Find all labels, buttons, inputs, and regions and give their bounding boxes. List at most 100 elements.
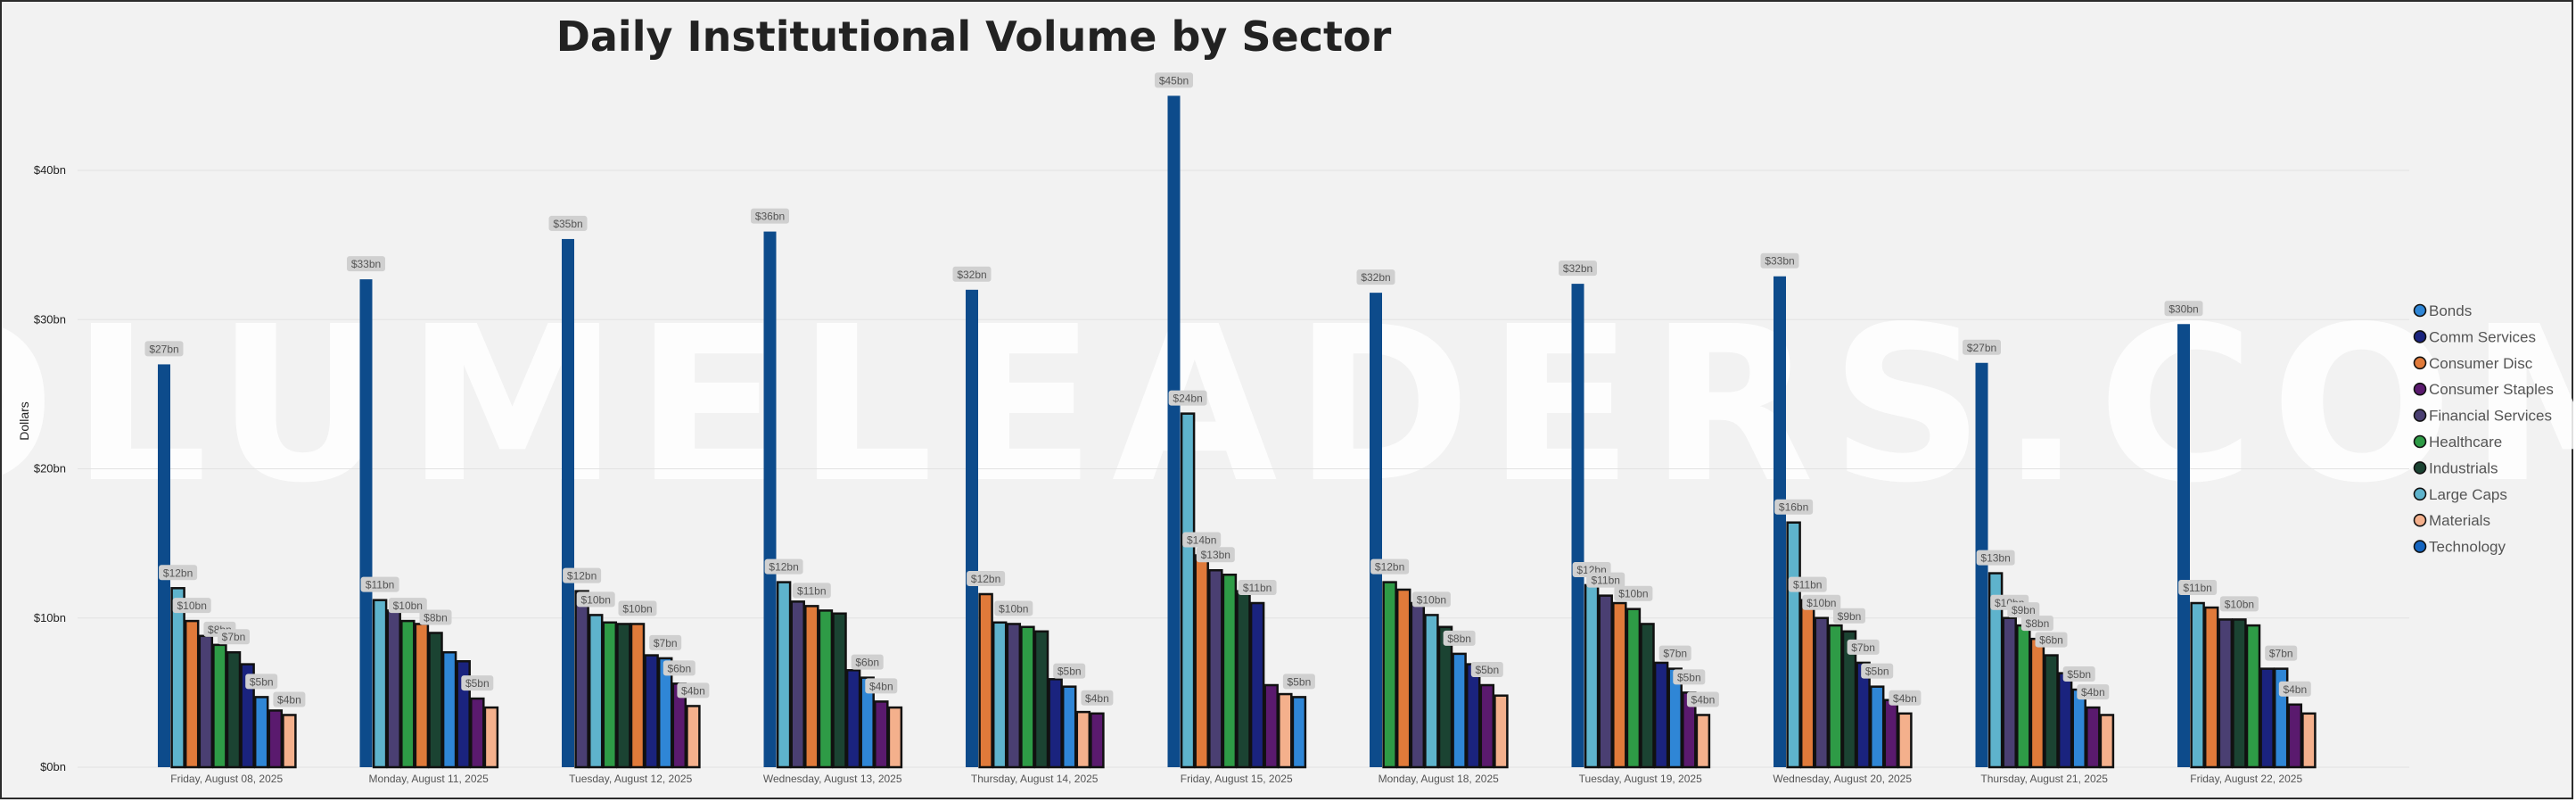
chart-title: Daily Institutional Volume by Sector bbox=[556, 12, 1392, 61]
data-label: $4bn bbox=[1085, 692, 1109, 705]
bar bbox=[1841, 630, 1857, 769]
bar bbox=[1006, 623, 1022, 769]
bar bbox=[2177, 324, 2190, 767]
bar bbox=[1075, 710, 1091, 769]
bar bbox=[470, 697, 485, 769]
data-label-box bbox=[1833, 608, 1865, 624]
bar bbox=[212, 643, 227, 769]
data-label-box bbox=[1847, 639, 1880, 655]
data-label: $6bn bbox=[2039, 634, 2063, 647]
data-label: $4bn bbox=[277, 693, 301, 706]
bar bbox=[282, 714, 297, 769]
bar-group: $45bn $24bn $14bn $13bn $11bn $5bn Friday, Aug… bbox=[1155, 72, 1315, 785]
bar bbox=[2203, 606, 2219, 769]
bar bbox=[1828, 624, 1843, 769]
data-label: $11bn bbox=[1243, 582, 1272, 594]
data-label: $16bn bbox=[1779, 501, 1808, 514]
data-label-box bbox=[1282, 674, 1315, 690]
bar bbox=[1598, 594, 1613, 769]
bar bbox=[804, 605, 819, 769]
data-label: $5bn bbox=[1058, 666, 1082, 678]
bar-group: $32bn $12bn $10bn $8bn $5bn Monday, August 18… bbox=[1356, 269, 1509, 785]
legend-item: Technology bbox=[2413, 539, 2506, 556]
bar bbox=[630, 623, 646, 769]
bar bbox=[1090, 712, 1105, 769]
legend-item: Materials bbox=[2413, 512, 2490, 529]
bar bbox=[832, 612, 847, 769]
bar bbox=[2259, 667, 2275, 769]
bar bbox=[966, 289, 978, 767]
bar bbox=[1424, 614, 1439, 769]
y-tick-label: $40bn bbox=[34, 163, 66, 177]
data-label: $5bn bbox=[1677, 671, 1701, 683]
bar bbox=[574, 590, 589, 769]
data-label-box bbox=[1658, 645, 1691, 661]
data-label-box bbox=[2219, 596, 2259, 612]
data-label-box bbox=[159, 565, 198, 581]
bar bbox=[686, 705, 701, 769]
data-label: $10bn bbox=[177, 599, 207, 612]
bar bbox=[860, 676, 875, 769]
data-label-box bbox=[1238, 580, 1277, 596]
data-label: $10bn bbox=[1417, 593, 1446, 606]
data-label: $7bn bbox=[222, 631, 246, 643]
bar bbox=[1612, 601, 1627, 769]
bar-group: $30bn $11bn $10bn $7bn $4bn Friday, August 22… bbox=[2164, 301, 2317, 785]
bar bbox=[2232, 618, 2247, 769]
legend-label: Large Caps bbox=[2429, 486, 2507, 503]
bar bbox=[240, 663, 255, 769]
bar bbox=[2057, 672, 2073, 769]
legend-item: Large Caps bbox=[2413, 486, 2507, 503]
data-label-box bbox=[360, 576, 399, 592]
bar bbox=[616, 623, 631, 769]
legend-item: Comm Services bbox=[2413, 328, 2536, 345]
bar bbox=[1774, 276, 1786, 767]
bar bbox=[1249, 601, 1265, 769]
data-label-box bbox=[2278, 681, 2311, 697]
bar bbox=[2086, 706, 2101, 769]
bar bbox=[253, 696, 269, 769]
bar bbox=[1571, 284, 1584, 767]
bar bbox=[1222, 573, 1238, 769]
legend-label: Healthcare bbox=[2429, 434, 2502, 451]
data-label-box bbox=[419, 609, 452, 625]
bar bbox=[198, 634, 214, 769]
data-label: $4bn bbox=[681, 684, 705, 697]
data-label: $4bn bbox=[2283, 683, 2307, 696]
data-label-box bbox=[218, 629, 250, 645]
bar bbox=[776, 581, 792, 769]
bar bbox=[1625, 608, 1642, 769]
y-axis-label: Dollars bbox=[17, 401, 31, 441]
data-label: $9bn bbox=[1838, 610, 1862, 623]
legend-label: Consumer Disc bbox=[2429, 355, 2533, 372]
legend-marker bbox=[2413, 330, 2427, 343]
x-tick-label: Monday, August 11, 2025 bbox=[369, 773, 490, 785]
bar bbox=[1856, 661, 1871, 769]
data-label: $13bn bbox=[1980, 552, 2010, 565]
bar bbox=[1370, 293, 1382, 767]
data-label-box bbox=[1053, 663, 1086, 679]
data-label: $10bn bbox=[1618, 588, 1648, 600]
data-label: $11bn bbox=[797, 584, 826, 597]
bar bbox=[2029, 637, 2045, 769]
bar bbox=[1640, 623, 1655, 769]
bar bbox=[1869, 685, 1885, 769]
data-label: $5bn bbox=[1865, 666, 1889, 678]
data-label-box bbox=[1411, 591, 1451, 608]
data-label-box bbox=[144, 341, 184, 357]
bar bbox=[483, 706, 499, 769]
y-tick-label: $10bn bbox=[34, 611, 66, 624]
bar bbox=[644, 654, 659, 769]
bar bbox=[562, 238, 574, 767]
bar-group: $36bn $12bn $11bn $6bn $4bn Wednesday, August… bbox=[751, 208, 903, 785]
bar bbox=[1395, 588, 1411, 769]
bar-group: $35bn $12bn $10bn $10bn $7bn $6bn $4bn Tuesday,… bbox=[548, 215, 710, 785]
data-label: $27bn bbox=[1967, 342, 1996, 354]
data-label: $6bn bbox=[667, 662, 691, 674]
bar bbox=[1988, 572, 2004, 769]
bar bbox=[818, 609, 834, 769]
data-label-box bbox=[2077, 684, 2110, 700]
bar bbox=[1278, 692, 1293, 769]
